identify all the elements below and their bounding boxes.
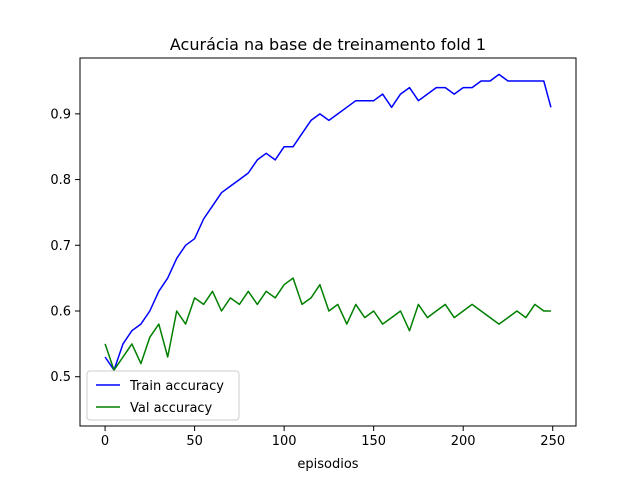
x-tick-label: 200	[451, 434, 476, 449]
y-tick-label: 0.8	[50, 173, 71, 188]
x-axis-label: episodios	[297, 457, 358, 472]
y-axis: 0.5 0.6 0.7 0.8 0.9	[50, 107, 80, 385]
x-tick-label: 0	[101, 434, 109, 449]
y-tick-label: 0.5	[50, 370, 71, 385]
legend: Train accuracy Val accuracy	[86, 370, 240, 421]
y-tick-label: 0.7	[50, 239, 71, 254]
axes-frame	[79, 57, 577, 427]
legend-box	[86, 370, 240, 421]
chart-title: Acurácia na base de treinamento fold 1	[170, 35, 486, 54]
x-tick-label: 50	[186, 434, 203, 449]
legend-label-val: Val accuracy	[130, 401, 213, 416]
x-axis: 0 50 100 150 200 250	[101, 426, 565, 449]
series-line-val-accuracy	[104, 277, 551, 371]
x-tick-label: 150	[361, 434, 386, 449]
y-tick-label: 0.9	[50, 107, 71, 122]
x-tick-label: 250	[540, 434, 565, 449]
x-tick-label: 100	[272, 434, 297, 449]
legend-label-train: Train accuracy	[129, 379, 224, 394]
y-tick-label: 0.6	[50, 305, 71, 320]
series-line-train-accuracy	[104, 73, 552, 371]
plot-area	[104, 73, 552, 371]
